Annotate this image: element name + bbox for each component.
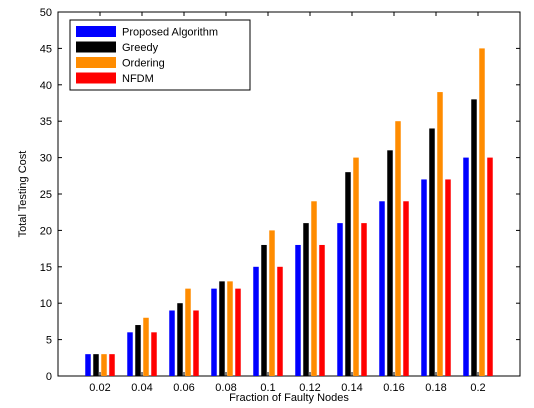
y-tick-label: 20 xyxy=(40,225,52,237)
bar-proposed-algorithm-0.14 xyxy=(337,223,343,376)
bar-ordering-0.16 xyxy=(395,121,401,376)
bar-greedy-0.18 xyxy=(429,128,435,376)
bar-nfdm-0.2 xyxy=(487,157,493,376)
bar-nfdm-0.06 xyxy=(193,310,199,376)
bar-greedy-0.02 xyxy=(93,354,99,376)
bar-greedy-0.08 xyxy=(219,281,225,376)
bar-proposed-algorithm-0.2 xyxy=(463,157,469,376)
bar-greedy-0.04 xyxy=(135,325,141,376)
bar-nfdm-0.18 xyxy=(445,179,451,376)
y-axis-title: Total Testing Cost xyxy=(17,151,29,238)
bar-nfdm-0.08 xyxy=(235,288,241,376)
bar-ordering-0.08 xyxy=(227,281,233,376)
x-tick-label: 0.08 xyxy=(215,382,236,394)
legend-label-greedy: Greedy xyxy=(122,42,159,54)
bar-proposed-algorithm-0.16 xyxy=(379,201,385,376)
bar-greedy-0.1 xyxy=(261,244,267,376)
bar-nfdm-0.14 xyxy=(361,223,367,376)
bar-ordering-0.06 xyxy=(185,288,191,376)
y-tick-label: 50 xyxy=(40,7,52,19)
bar-proposed-algorithm-0.02 xyxy=(85,354,91,376)
bar-nfdm-0.16 xyxy=(403,201,409,376)
x-tick-label: 0.12 xyxy=(299,382,320,394)
bar-ordering-0.04 xyxy=(143,317,149,376)
bar-greedy-0.06 xyxy=(177,303,183,376)
bar-nfdm-0.02 xyxy=(109,354,115,376)
bar-greedy-0.12 xyxy=(303,223,309,376)
legend: Proposed Algorithm Greedy Ordering NFDM xyxy=(69,19,251,91)
bar-nfdm-0.12 xyxy=(319,244,325,376)
y-tick-label: 45 xyxy=(40,43,52,55)
x-tick-label: 0.02 xyxy=(89,382,110,394)
legend-swatch-proposed-algorithm xyxy=(76,26,116,37)
y-axis: 0 5 10 15 20 25 30 35 40 45 50 xyxy=(40,7,520,383)
legend-label-proposed-algorithm: Proposed Algorithm xyxy=(122,27,218,39)
x-tick-label: 0.18 xyxy=(425,382,446,394)
y-tick-label: 35 xyxy=(40,116,52,128)
y-tick-label: 15 xyxy=(40,262,52,274)
y-tick-label: 10 xyxy=(40,298,52,310)
x-axis-title: Fraction of Faulty Nodes xyxy=(229,392,349,404)
bar-greedy-0.2 xyxy=(471,99,477,377)
bar-proposed-algorithm-0.18 xyxy=(421,179,427,376)
legend-swatch-nfdm xyxy=(76,72,116,84)
y-tick-label: 0 xyxy=(46,371,52,383)
x-tick-label: 0.04 xyxy=(131,382,152,394)
x-tick-label: 0.06 xyxy=(173,382,194,394)
x-tick-label: 0.2 xyxy=(470,382,485,394)
bar-proposed-algorithm-0.12 xyxy=(295,244,301,376)
y-tick-label: 30 xyxy=(40,153,52,165)
bar-proposed-algorithm-0.1 xyxy=(253,266,259,376)
x-tick-label: 0.16 xyxy=(383,382,404,394)
bar-ordering-0.14 xyxy=(353,157,359,376)
bar-ordering-0.12 xyxy=(311,201,317,376)
bar-proposed-algorithm-0.08 xyxy=(211,288,217,376)
bar-ordering-0.18 xyxy=(437,92,443,376)
bar-proposed-algorithm-0.04 xyxy=(127,332,133,376)
bar-nfdm-0.04 xyxy=(151,332,157,376)
x-tick-label: 0.1 xyxy=(260,382,275,394)
bar-ordering-0.1 xyxy=(269,230,275,376)
y-tick-label: 5 xyxy=(46,335,52,347)
y-tick-label: 25 xyxy=(40,189,52,201)
y-tick-label: 40 xyxy=(40,80,52,92)
legend-label-nfdm: NFDM xyxy=(122,73,154,85)
legend-swatch-greedy xyxy=(76,41,116,53)
bar-greedy-0.14 xyxy=(345,172,351,376)
bars-group xyxy=(85,48,493,377)
x-tick-label: 0.14 xyxy=(341,382,362,394)
legend-label-ordering: Ordering xyxy=(122,58,165,70)
legend-swatch-ordering xyxy=(76,57,116,68)
x-axis: 0.02 0.04 0.06 0.08 0.1 0.12 0.14 0.16 0.18 0.2 xyxy=(89,12,486,394)
bar-greedy-0.16 xyxy=(387,150,393,376)
bar-proposed-algorithm-0.06 xyxy=(169,310,175,376)
bar-ordering-0.2 xyxy=(479,48,485,377)
bar-ordering-0.02 xyxy=(101,354,107,376)
bar-nfdm-0.1 xyxy=(277,266,283,376)
